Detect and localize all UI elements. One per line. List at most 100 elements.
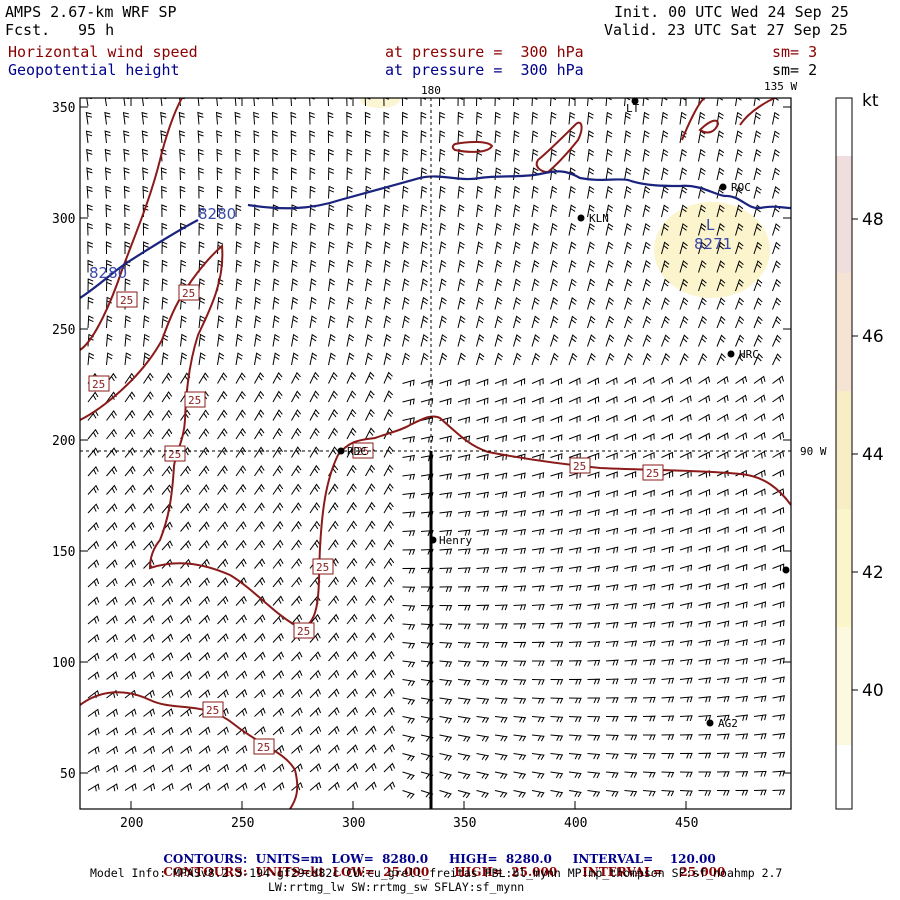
wind-barb xyxy=(550,434,563,442)
wind-barb xyxy=(161,614,174,625)
wind-barb xyxy=(272,148,279,162)
wind-barb xyxy=(290,111,297,125)
wind-barb xyxy=(124,409,136,421)
wind-barb xyxy=(494,315,503,329)
wind-barb xyxy=(568,660,582,666)
wind-barb xyxy=(180,764,192,773)
wind-barb xyxy=(420,167,427,181)
wind-barb xyxy=(104,111,111,125)
wind-barb xyxy=(642,395,655,404)
wind-barb xyxy=(217,633,229,643)
wind-barb xyxy=(772,186,781,199)
wind-barb xyxy=(235,595,247,606)
wind-barb xyxy=(161,465,173,477)
wind-barb xyxy=(254,296,261,310)
wind-barb xyxy=(457,296,466,310)
wind-barb xyxy=(235,614,247,625)
wind-barb xyxy=(161,278,168,292)
x-tick-label: 200 xyxy=(120,816,143,831)
wind-barb xyxy=(143,689,155,699)
wind-barb xyxy=(661,753,675,759)
meridian-135w-label: 135 W xyxy=(764,80,797,93)
wind-barb xyxy=(772,241,781,255)
wind-barb xyxy=(513,259,521,273)
wind-barb xyxy=(753,394,766,403)
wind-barb xyxy=(216,148,223,162)
wind-barb xyxy=(439,473,452,480)
wind-barb xyxy=(272,446,283,458)
wind-barb xyxy=(235,148,241,162)
wind-barb xyxy=(494,416,507,424)
wind-barb xyxy=(624,659,638,666)
wind-barb xyxy=(439,623,453,630)
wind-barb xyxy=(272,595,284,606)
wind-barb xyxy=(180,315,187,329)
wind-barb xyxy=(642,222,651,236)
wind-barb xyxy=(180,259,187,273)
wind-barb xyxy=(272,465,284,477)
wind-barb xyxy=(160,167,167,181)
wind-barb xyxy=(328,427,339,440)
wind-barb xyxy=(161,745,174,754)
wind-barb xyxy=(346,259,354,273)
wind-barb xyxy=(235,390,246,403)
wind-barb xyxy=(180,708,192,717)
wind-barb xyxy=(254,372,265,384)
wind-barb xyxy=(105,185,112,199)
wind-barb xyxy=(217,502,229,514)
wind-barb xyxy=(179,204,186,218)
wind-barb xyxy=(439,679,453,686)
wind-barb xyxy=(235,446,247,458)
wind-barb xyxy=(198,204,205,217)
wind-barb xyxy=(476,771,490,780)
wind-barb xyxy=(272,409,283,421)
wind-barb xyxy=(235,502,247,514)
wind-barb xyxy=(180,596,192,606)
wind-barb xyxy=(346,651,358,662)
wind-barb xyxy=(753,334,763,347)
wind-barb xyxy=(272,576,284,588)
wind-barb xyxy=(550,334,559,347)
stations: ROC KLN HRC Henry AG2 LT RDC xyxy=(337,97,790,730)
wind-barb xyxy=(272,296,280,310)
wind-barb xyxy=(624,297,633,310)
wind-barb xyxy=(124,540,136,551)
wind-barb xyxy=(550,679,564,685)
wind-barb xyxy=(624,433,637,441)
wind-barb xyxy=(365,259,373,273)
wind-barb xyxy=(772,431,785,440)
wind-barb xyxy=(531,734,545,742)
wind-barb xyxy=(272,558,284,569)
wind-barb xyxy=(476,167,483,181)
wind-barb xyxy=(106,484,118,495)
wind-barb xyxy=(661,771,675,778)
wind-barb xyxy=(772,167,781,181)
wind-barb xyxy=(124,241,131,254)
wind-barb xyxy=(698,677,712,684)
wind-barb xyxy=(365,483,376,495)
wind-barb xyxy=(476,453,489,461)
wind-barb xyxy=(106,333,113,347)
wind-barb xyxy=(87,633,100,643)
wind-barb xyxy=(476,130,483,144)
wind-barb xyxy=(179,167,186,181)
wind-barb xyxy=(180,484,192,495)
wind-barb xyxy=(124,521,136,532)
wind-barb xyxy=(753,544,766,553)
wind-barb xyxy=(772,657,785,665)
wind-barb xyxy=(476,241,484,255)
wind-barb xyxy=(106,447,118,458)
wind-barb xyxy=(123,185,130,199)
wind-barb xyxy=(124,615,137,625)
wind-barb xyxy=(439,334,448,347)
wind-barb xyxy=(476,416,489,424)
wind-barb xyxy=(587,204,595,218)
wind-barb xyxy=(587,622,601,629)
wind-barb xyxy=(106,727,119,736)
wind-barb xyxy=(735,488,748,497)
wind-barb xyxy=(772,394,785,403)
wind-barb xyxy=(383,744,395,754)
wind-barb xyxy=(346,539,358,551)
wind-barb xyxy=(476,642,490,648)
wind-barb xyxy=(198,352,206,366)
